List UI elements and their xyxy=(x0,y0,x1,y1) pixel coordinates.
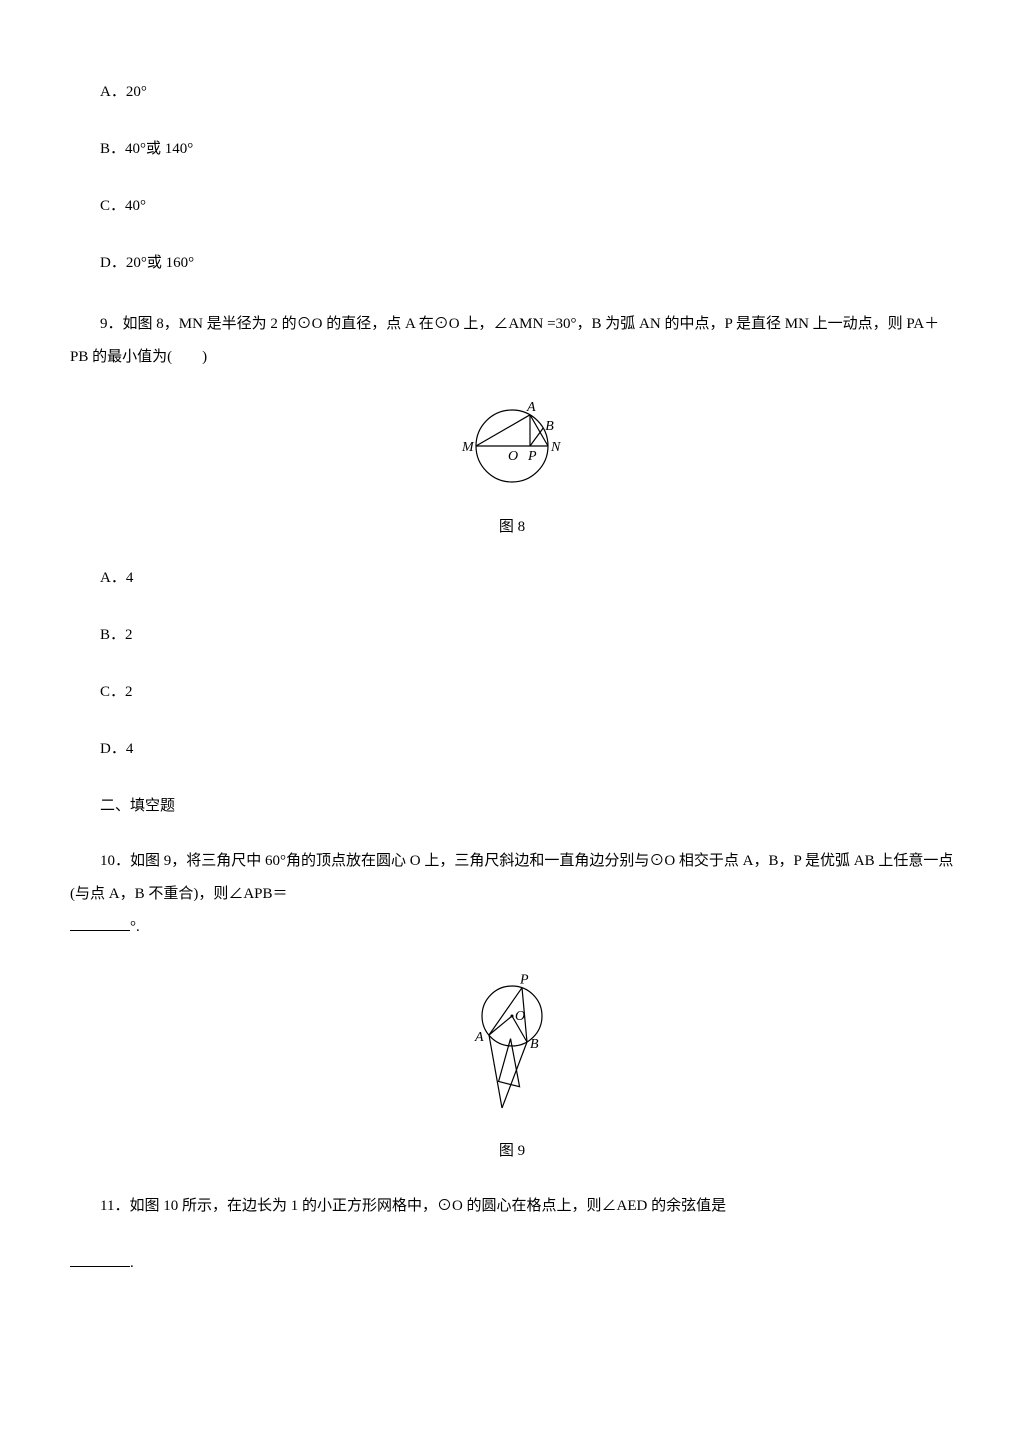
q8-option-c: C．40° xyxy=(70,194,954,215)
q9-option-a: A．4 xyxy=(70,566,954,587)
q11-stem-text: 11．如图 10 所示，在边长为 1 的小正方形网格中，⊙O 的圆心在格点上，则… xyxy=(70,1190,726,1223)
svg-text:M: M xyxy=(461,440,475,455)
q9-option-c: C．2 xyxy=(70,680,954,701)
q10-stem: 10．如图 9，将三角尺中 60°角的顶点放在圆心 O 上，三角尺斜边和一直角边… xyxy=(70,845,954,944)
q9-figure: M N OP AB 图 8 xyxy=(70,398,954,536)
q9-stem: 9．如图 8，MN 是半径为 2 的⊙O 的直径，点 A 在⊙O 上，∠AMN … xyxy=(70,308,954,374)
q11-blank xyxy=(70,1252,130,1267)
q8-option-d: D．20°或 160° xyxy=(70,251,954,272)
q10-stem-pre: 10．如图 9，将三角尺中 60°角的顶点放在圆心 O 上，三角尺斜边和一直角边… xyxy=(70,845,954,911)
svg-text:O: O xyxy=(508,449,518,464)
svg-text:A: A xyxy=(474,1030,484,1045)
q8-option-b: B．40°或 140° xyxy=(70,137,954,158)
svg-text:A: A xyxy=(526,400,536,415)
section-2-title: 二、填空题 xyxy=(70,794,954,815)
svg-text:B: B xyxy=(530,1037,539,1052)
q10-figure: P O A B 图 9 xyxy=(70,968,954,1160)
svg-text:O: O xyxy=(515,1009,525,1024)
svg-text:P: P xyxy=(527,449,537,464)
q9-option-d: D．4 xyxy=(70,737,954,758)
svg-text:B: B xyxy=(545,419,554,434)
q11-stem: 11．如图 10 所示，在边长为 1 的小正方形网格中，⊙O 的圆心在格点上，则… xyxy=(70,1190,954,1223)
svg-text:P: P xyxy=(519,973,529,988)
figure-8-svg: M N OP AB xyxy=(452,398,572,494)
q11-stem-blank-line: . xyxy=(70,1247,954,1280)
page-content: A．20° B．40°或 140° C．40° D．20°或 160° 9．如图… xyxy=(0,0,1024,1344)
q9-option-b: B．2 xyxy=(70,623,954,644)
q10-blank xyxy=(70,916,130,931)
q8-option-a: A．20° xyxy=(70,80,954,101)
svg-text:N: N xyxy=(550,440,561,455)
q11-stem-post: . xyxy=(130,1255,134,1271)
figure-9-svg: P O A B xyxy=(452,968,572,1118)
q9-figure-caption: 图 8 xyxy=(70,515,954,536)
q10-stem-post: °. xyxy=(130,919,140,935)
q10-figure-caption: 图 9 xyxy=(70,1139,954,1160)
